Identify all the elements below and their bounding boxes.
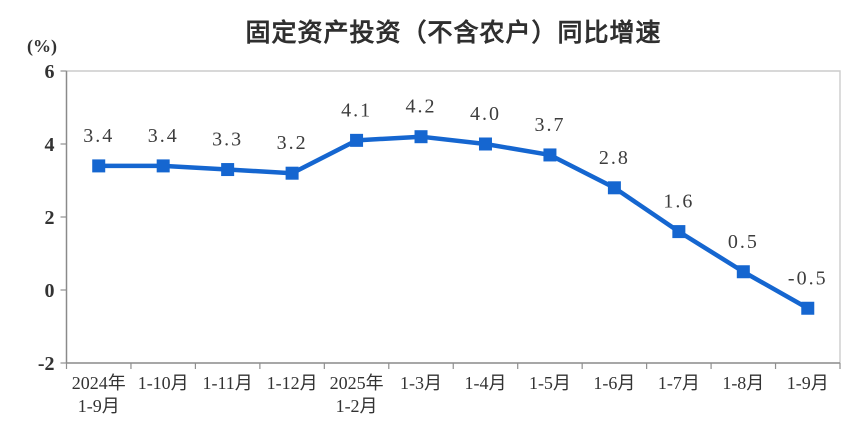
x-axis-category-label: 1-5月 (529, 373, 571, 393)
x-axis-category-label: 2024年 1-9月 (72, 373, 126, 416)
data-point-label: 4.0 (470, 103, 501, 125)
data-point-label: 1.6 (663, 191, 694, 213)
x-axis-category-label: 2025年 1-2月 (330, 373, 384, 416)
data-point-label: 2.8 (599, 147, 630, 169)
data-series-line (96, 134, 811, 311)
data-point-marker (285, 166, 299, 180)
data-point-label: 3.2 (277, 132, 308, 154)
data-point-marker (350, 133, 364, 147)
x-axis-category-label: 1-9月 (787, 373, 829, 393)
data-point-marker (672, 225, 686, 239)
x-axis-category-label: 1-3月 (400, 373, 442, 393)
data-point-label: 0.5 (728, 231, 759, 253)
x-axis-category-label: 1-10月 (138, 373, 189, 393)
data-point-label: 3.4 (148, 125, 179, 147)
x-axis-category-label: 1-11月 (202, 373, 252, 393)
y-axis-unit-label: (%) (27, 36, 57, 56)
data-point-label: 3.7 (534, 114, 565, 136)
data-point-marker (801, 301, 815, 315)
data-point-marker (156, 159, 170, 173)
data-point-label: 4.2 (406, 96, 437, 118)
plot-border (66, 70, 841, 363)
y-axis-tick-label: 6 (45, 61, 55, 83)
x-axis-category-label: 1-7月 (658, 373, 700, 393)
data-point-marker (736, 265, 750, 279)
data-point-marker (92, 159, 106, 173)
x-axis-category-label: 1-12月 (267, 373, 318, 393)
data-point-label: 3.3 (212, 129, 243, 151)
data-point-marker (478, 137, 492, 151)
y-axis-tick-label: -2 (38, 353, 55, 375)
y-axis-tick-label: 0 (45, 280, 55, 302)
data-point-label: 3.4 (83, 125, 114, 147)
y-axis-tick-label: 2 (45, 207, 55, 229)
data-point-label: -0.5 (788, 267, 828, 289)
data-point-label: 4.1 (341, 99, 372, 121)
data-point-marker (414, 130, 428, 144)
data-point-marker (543, 148, 557, 162)
y-axis-tick-label: 4 (45, 134, 55, 156)
chart-title: 固定资产投资（不含农户）同比增速 (245, 19, 662, 47)
x-axis-category-label: 1-4月 (464, 373, 506, 393)
data-point-marker (607, 181, 621, 195)
x-axis-category-label: 1-6月 (593, 373, 635, 393)
x-axis-category-label: 1-8月 (722, 373, 764, 393)
data-point-marker (221, 163, 235, 177)
